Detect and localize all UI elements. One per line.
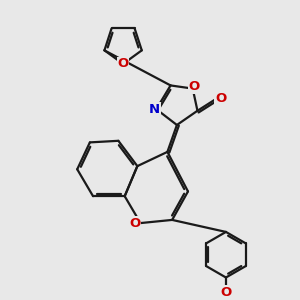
Text: N: N [149, 103, 160, 116]
Text: O: O [118, 57, 129, 70]
Text: O: O [189, 80, 200, 93]
Text: O: O [215, 92, 226, 105]
Text: O: O [129, 217, 140, 230]
Text: O: O [220, 286, 232, 299]
